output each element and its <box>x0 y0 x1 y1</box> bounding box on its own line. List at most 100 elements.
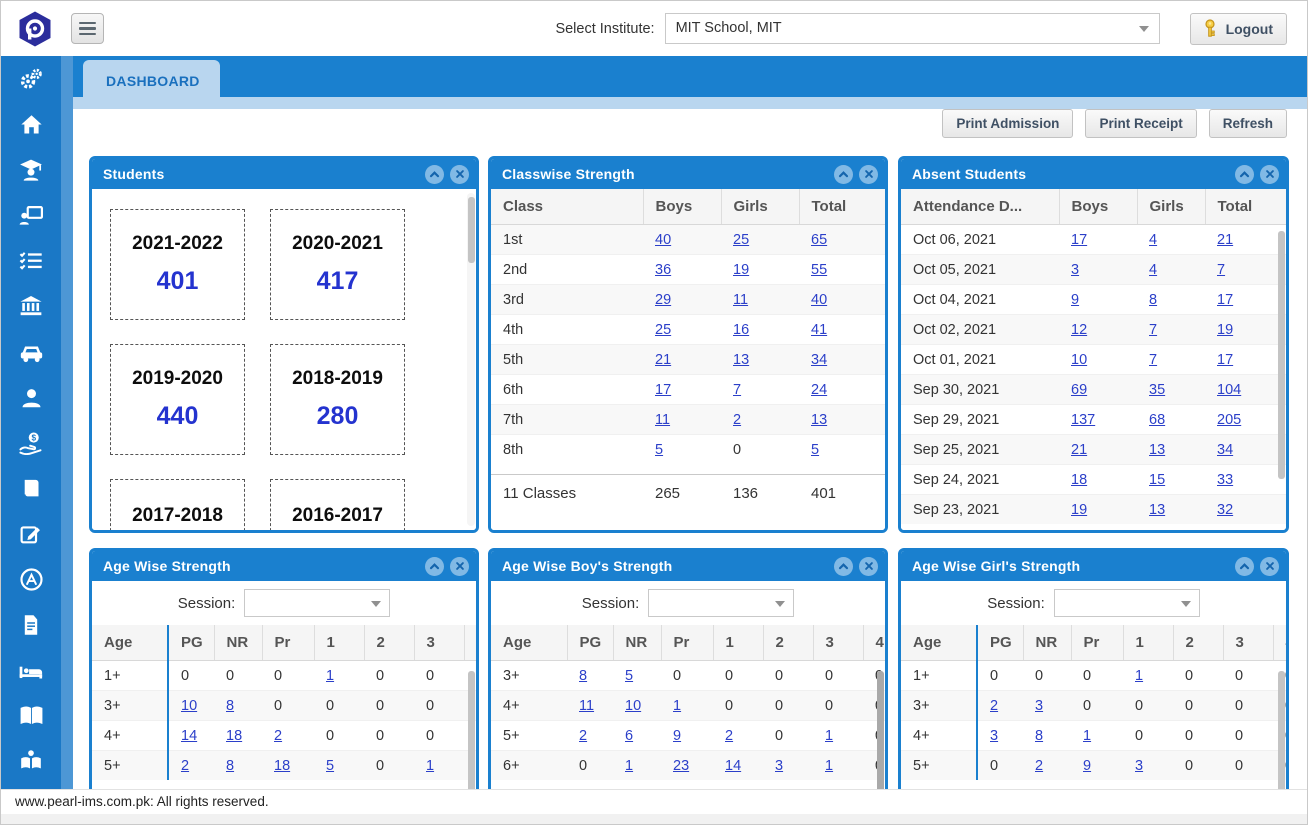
sidebar-item-fees[interactable]: $ <box>1 420 61 466</box>
count-link[interactable]: 2 <box>733 411 742 428</box>
scrollbar-thumb[interactable] <box>1278 231 1285 479</box>
count-link[interactable]: 15 <box>1149 471 1166 488</box>
count-link[interactable]: 3 <box>990 727 999 744</box>
count-link[interactable]: 29 <box>655 291 672 308</box>
count-link[interactable]: 21 <box>1071 441 1088 458</box>
count-link[interactable]: 65 <box>811 231 828 248</box>
count-link[interactable]: 7 <box>1149 351 1158 368</box>
count-link[interactable]: 36 <box>655 261 672 278</box>
count-link[interactable]: 1 <box>825 727 834 744</box>
count-link[interactable]: 7 <box>1217 261 1226 278</box>
count-link[interactable]: 17 <box>1071 231 1088 248</box>
count-link[interactable]: 5 <box>655 441 664 458</box>
session-card[interactable]: 2020-2021 417 <box>270 209 405 320</box>
count-link[interactable]: 7 <box>1149 321 1158 338</box>
close-panel-button[interactable] <box>859 556 878 576</box>
count-link[interactable]: 40 <box>811 291 828 308</box>
count-link[interactable]: 2 <box>181 757 190 774</box>
count-link[interactable]: 33 <box>1217 471 1234 488</box>
session-card[interactable]: 2021-2022 401 <box>110 209 245 320</box>
count-link[interactable]: 2 <box>1035 757 1044 774</box>
count-link[interactable]: 68 <box>1149 411 1166 428</box>
count-link[interactable]: 1 <box>326 667 335 684</box>
count-link[interactable]: 13 <box>733 351 750 368</box>
count-link[interactable]: 18 <box>1071 471 1088 488</box>
session-select[interactable] <box>648 589 795 617</box>
count-link[interactable]: 9 <box>1071 291 1080 308</box>
print-admission-button[interactable]: Print Admission <box>942 109 1074 138</box>
session-card[interactable]: 2017-2018 <box>110 479 245 530</box>
count-link[interactable]: 17 <box>1217 351 1234 368</box>
sidebar-item-students[interactable] <box>1 147 61 193</box>
sidebar-item-transport[interactable] <box>1 329 61 375</box>
count-link[interactable]: 32 <box>1217 501 1234 518</box>
count-link[interactable]: 11 <box>579 697 595 714</box>
refresh-button[interactable]: Refresh <box>1208 109 1287 138</box>
sidebar-item-staff[interactable] <box>1 375 61 421</box>
count-link[interactable]: 8 <box>1149 291 1158 308</box>
count-link[interactable]: 8 <box>1035 727 1044 744</box>
count-link[interactable]: 4 <box>1149 231 1158 248</box>
count-link[interactable]: 18 <box>274 757 291 774</box>
menu-toggle-button[interactable] <box>71 13 104 44</box>
count-link[interactable]: 4 <box>1149 261 1158 278</box>
count-link[interactable]: 17 <box>1217 291 1234 308</box>
collapse-panel-button[interactable] <box>1235 164 1254 184</box>
scrollbar-thumb[interactable] <box>468 671 475 811</box>
close-panel-button[interactable] <box>1260 164 1279 184</box>
count-link[interactable]: 1 <box>1083 727 1092 744</box>
session-select[interactable] <box>1053 589 1200 617</box>
scrollbar-thumb[interactable] <box>877 671 884 811</box>
count-link[interactable]: 40 <box>655 231 672 248</box>
count-link[interactable]: 5 <box>625 667 634 684</box>
collapse-panel-button[interactable] <box>425 556 444 576</box>
scrollbar-thumb[interactable] <box>1278 671 1285 811</box>
count-link[interactable]: 5 <box>326 757 335 774</box>
close-panel-button[interactable] <box>450 164 469 184</box>
sidebar-item-home[interactable] <box>1 102 61 148</box>
collapse-panel-button[interactable] <box>834 164 853 184</box>
collapse-panel-button[interactable] <box>1235 556 1254 576</box>
session-card[interactable]: 2019-2020 440 <box>110 344 245 455</box>
count-link[interactable]: 1 <box>825 757 834 774</box>
count-link[interactable]: 17 <box>655 381 672 398</box>
count-link[interactable]: 3 <box>1135 757 1144 774</box>
count-link[interactable]: 19 <box>733 261 750 278</box>
scrollbar-thumb[interactable] <box>468 197 475 263</box>
close-panel-button[interactable] <box>450 556 469 576</box>
count-link[interactable]: 34 <box>1217 441 1234 458</box>
close-panel-button[interactable] <box>1260 556 1279 576</box>
close-panel-button[interactable] <box>859 164 878 184</box>
sidebar-item-attendance[interactable] <box>1 238 61 284</box>
count-link[interactable]: 10 <box>1071 351 1088 368</box>
sidebar-item-apps[interactable] <box>1 557 61 603</box>
session-card[interactable]: 2018-2019 280 <box>270 344 405 455</box>
count-link[interactable]: 1 <box>625 757 634 774</box>
count-link[interactable]: 1 <box>426 757 435 774</box>
count-link[interactable]: 35 <box>1149 381 1166 398</box>
session-card[interactable]: 2016-2017 <box>270 479 405 530</box>
count-link[interactable]: 3 <box>1035 697 1044 714</box>
count-link[interactable]: 205 <box>1217 411 1242 428</box>
count-link[interactable]: 19 <box>1217 321 1234 338</box>
sidebar-item-teachers[interactable] <box>1 193 61 239</box>
count-link[interactable]: 21 <box>655 351 672 368</box>
count-link[interactable]: 24 <box>811 381 828 398</box>
count-link[interactable]: 2 <box>274 727 283 744</box>
count-link[interactable]: 2 <box>579 727 588 744</box>
count-link[interactable]: 10 <box>181 697 198 714</box>
logout-button[interactable]: Logout <box>1189 12 1287 45</box>
collapse-panel-button[interactable] <box>834 556 853 576</box>
count-link[interactable]: 1 <box>1135 667 1144 684</box>
count-link[interactable]: 137 <box>1071 411 1096 428</box>
count-link[interactable]: 69 <box>1071 381 1088 398</box>
count-link[interactable]: 14 <box>725 757 742 774</box>
count-link[interactable]: 11 <box>733 291 749 308</box>
count-link[interactable]: 13 <box>1149 501 1166 518</box>
sidebar-item-institute[interactable] <box>1 284 61 330</box>
count-link[interactable]: 3 <box>1071 261 1080 278</box>
count-link[interactable]: 6 <box>625 727 634 744</box>
sidebar-item-settings[interactable] <box>1 56 61 102</box>
count-link[interactable]: 21 <box>1217 231 1234 248</box>
sidebar-item-library[interactable] <box>1 466 61 512</box>
